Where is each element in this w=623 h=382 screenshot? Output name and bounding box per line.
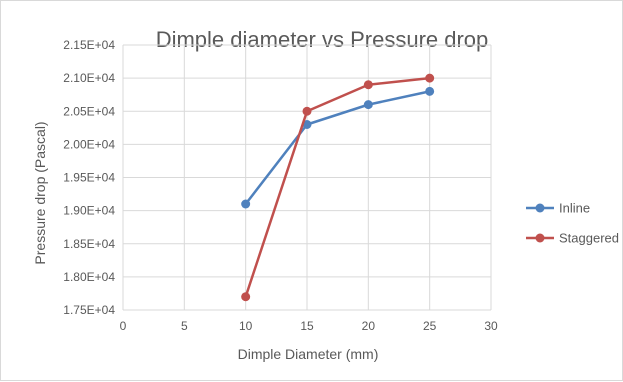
axes: 1.75E+04 1.80E+04 1.85E+04 1.90E+04 1.95E+04…: [63, 38, 498, 333]
grid: [122, 44, 492, 311]
data-point-inline: [363, 100, 373, 110]
x-tick-label: 5: [181, 319, 188, 333]
legend: Inline Staggered: [526, 201, 619, 246]
y-tick-label: 2.15E+04: [63, 38, 115, 52]
x-tick-label: 25: [423, 319, 437, 333]
data-point-staggered: [425, 73, 435, 83]
data-point-staggered: [363, 80, 373, 90]
chart-title: Dimple diameter vs Pressure drop: [156, 27, 489, 52]
y-tick-label: 1.85E+04: [63, 237, 115, 251]
x-axis-label: Dimple Diameter (mm): [238, 346, 379, 362]
y-tick-label: 2.10E+04: [63, 71, 115, 85]
data-point-inline: [425, 86, 435, 96]
x-tick-label: 15: [300, 319, 314, 333]
legend-marker-staggered: [535, 233, 545, 243]
data-point-inline: [241, 199, 251, 209]
y-tick-label: 1.90E+04: [63, 204, 115, 218]
y-tick-label: 1.75E+04: [63, 303, 115, 317]
y-tick-label: 2.05E+04: [63, 104, 115, 118]
data-point-inline: [302, 120, 312, 129]
y-tick-label: 1.80E+04: [63, 270, 115, 284]
x-tick-label: 10: [239, 319, 253, 333]
y-tick-label: 2.00E+04: [63, 137, 115, 151]
series-line-staggered: [244, 76, 430, 298]
x-tick-label: 0: [120, 319, 127, 333]
data-point-staggered: [241, 292, 251, 302]
legend-marker-inline: [535, 203, 545, 213]
legend-label-staggered: Staggered: [559, 231, 619, 246]
x-tick-label: 30: [484, 319, 498, 333]
legend-label-inline: Inline: [559, 201, 590, 216]
y-axis-label: Pressure drop (Pascal): [32, 121, 48, 264]
series-line-inline: [244, 90, 430, 205]
series-layer: [241, 73, 435, 302]
data-point-staggered: [302, 106, 312, 116]
x-tick-label: 20: [362, 319, 376, 333]
y-tick-label: 1.95E+04: [63, 171, 115, 185]
